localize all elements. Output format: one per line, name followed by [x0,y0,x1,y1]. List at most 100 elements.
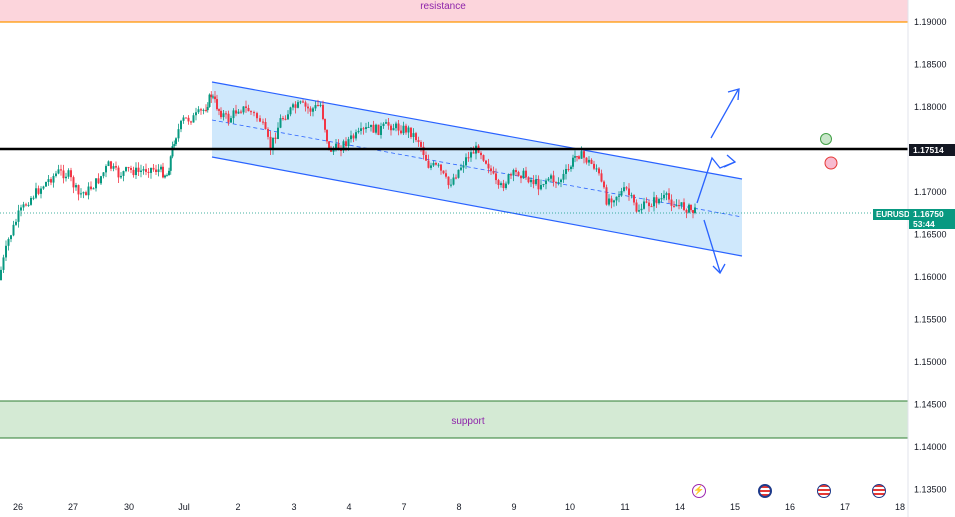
candle-body [435,162,437,165]
time-tick-label: 18 [895,502,905,512]
candle-body [319,104,322,106]
candle-body [402,125,405,134]
candle-body [362,128,365,130]
candle-body [262,121,264,123]
candle-body [470,152,472,158]
green-alert-icon[interactable] [820,133,832,145]
candle-body [15,221,17,225]
candle-body [85,192,87,196]
candle-body [264,122,267,130]
candle-body [160,166,162,170]
time-tick-label: 8 [456,502,461,512]
candle-body [110,161,112,169]
candle-body [480,152,482,156]
candle-body [314,105,317,109]
candle-body [552,175,555,183]
candle-body [177,129,180,139]
candle-body [277,127,279,139]
candle-body [107,161,110,167]
candle-body [583,151,585,158]
candle-body [25,204,27,206]
candle-body [350,135,352,140]
candle-body [422,146,425,156]
candles-group [0,90,696,281]
candle-body [502,183,505,189]
price-tick-label: 1.13500 [914,485,947,495]
us-flag-icon[interactable] [872,484,886,498]
candle-body [412,133,415,137]
candle-body [437,164,440,166]
candle-body [20,207,22,211]
candle-body [47,179,50,183]
candle-body [67,170,70,177]
candle-body [169,156,172,171]
candle-body [578,156,580,159]
candle-body [692,210,694,213]
candle-body [77,185,80,195]
candle-body [120,175,122,178]
time-axis[interactable]: 26 27 30 Jul 2 3 4 7 8 9 10 11 14 15 16 17 18 [13,502,905,512]
price-tick-label: 1.14000 [914,442,947,452]
candle-body [279,118,282,128]
candle-body [395,123,397,129]
candle-body [562,173,565,180]
candle-body [658,199,660,204]
candle-body [162,166,164,178]
candle-body [122,171,125,176]
candle-body [242,106,245,113]
candle-body [347,139,350,147]
price-tick-label: 1.18000 [914,102,947,112]
us-flag-icon[interactable] [817,484,831,498]
price-tick-label: 1.16500 [914,230,947,240]
time-tick-label: 11 [620,502,629,512]
candle-body [420,142,422,147]
candle-body [387,122,390,126]
candle-body [297,102,299,108]
candle-body [517,172,520,176]
arrow-head-level [723,154,737,168]
candle-body [12,224,15,236]
price-tick-label: 1.17000 [914,187,947,197]
candle-body [527,177,530,183]
candle-body [206,106,209,111]
candle-body [507,174,510,184]
last-price-value: 1.16750 [913,209,944,219]
candle-body [142,169,145,171]
price-axis[interactable]: 1.190001.185001.180001.175001.170001.165… [914,17,947,495]
candle-body [340,150,342,152]
channel-upper-line[interactable] [211,81,743,180]
candle-body [580,151,583,159]
us-flag-icon[interactable] [758,484,772,498]
candle-body [235,110,237,114]
channel-lower-line[interactable] [211,156,743,257]
candle-body [495,173,497,181]
candle-body [210,94,213,98]
candle-body [590,159,593,164]
candle-body [105,166,107,173]
candle-body [645,201,648,203]
candle-body [332,148,335,152]
candle-body [390,125,392,131]
price-tick-label: 1.18500 [914,60,947,70]
resistance-zone [0,0,908,22]
candle-body [40,188,42,194]
candle-body [82,192,85,194]
candle-body [357,130,360,133]
candle-body [87,186,90,196]
candle-body [694,207,696,213]
lightning-icon[interactable]: ⚡ [692,484,706,498]
candle-body [282,118,284,120]
candle-body [212,96,214,98]
candle-body [92,188,95,190]
candle-body [166,175,168,177]
candle-body [472,152,475,154]
red-alert-icon[interactable] [824,156,838,170]
time-tick-label: 4 [346,502,351,512]
candle-body [540,185,542,190]
candle-body [253,112,255,114]
candle-body [515,170,517,173]
candle-body [557,182,560,184]
candle-body [287,114,289,120]
